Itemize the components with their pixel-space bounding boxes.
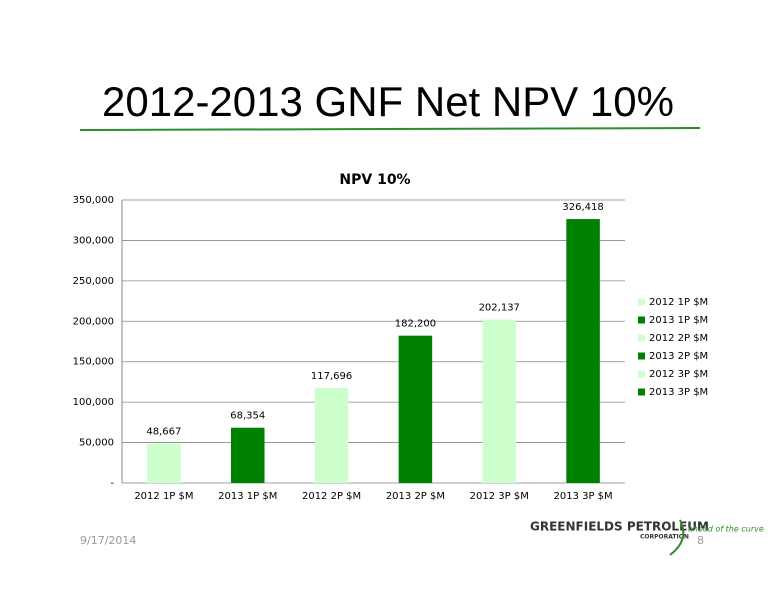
bar xyxy=(398,335,433,483)
y-tick-label: 300,000 xyxy=(73,235,114,246)
x-tick-label: 2013 3P $M xyxy=(553,491,612,502)
logo-tagline: ahead of the curve xyxy=(688,525,764,534)
y-tick-label: 350,000 xyxy=(73,195,114,206)
y-tick-label: 150,000 xyxy=(73,357,114,368)
legend-swatch xyxy=(638,316,645,324)
value-label: 182,200 xyxy=(395,319,436,330)
bar xyxy=(230,427,265,483)
legend-swatch xyxy=(638,370,645,378)
bar xyxy=(147,443,181,483)
x-tick-label: 2012 2P $M xyxy=(302,491,361,502)
value-label: 202,137 xyxy=(479,303,520,314)
value-label: 326,418 xyxy=(562,202,603,213)
y-tick-label: 200,000 xyxy=(73,316,114,327)
slide-title: 2012-2013 GNF Net NPV 10% xyxy=(102,78,674,125)
page-number: 8 xyxy=(697,534,704,547)
legend-swatch xyxy=(638,388,645,396)
y-tick-label: 100,000 xyxy=(73,397,114,408)
x-tick-label: 2012 1P $M xyxy=(134,491,193,502)
legend-label: 2013 1P $M xyxy=(649,315,708,326)
legend-swatch xyxy=(638,298,645,306)
date: 9/17/2014 xyxy=(80,534,136,547)
bar xyxy=(482,319,517,483)
logo-name: GREENFIELDS PETROLEUM xyxy=(530,520,709,534)
title-rule xyxy=(79,127,701,131)
legend-label: 2012 1P $M xyxy=(649,297,708,308)
legend-label: 2013 2P $M xyxy=(649,351,708,362)
value-label: 68,354 xyxy=(230,411,265,422)
legend-label: 2012 3P $M xyxy=(649,369,708,380)
logo-swoosh xyxy=(669,519,685,556)
x-tick-label: 2013 2P $M xyxy=(386,491,445,502)
y-tick-label: 250,000 xyxy=(73,276,114,287)
value-label: 48,667 xyxy=(146,427,181,438)
bar xyxy=(566,219,600,483)
legend-label: 2012 2P $M xyxy=(649,333,708,344)
value-label: 117,696 xyxy=(311,371,352,382)
bar xyxy=(314,387,349,483)
legend-swatch xyxy=(638,352,645,360)
legend-swatch xyxy=(638,334,645,342)
logo-sub: CORPORATION xyxy=(640,534,689,541)
x-tick-label: 2012 3P $M xyxy=(470,491,529,502)
legend-label: 2013 3P $M xyxy=(649,387,708,398)
y-tick-label: - xyxy=(110,478,114,489)
y-tick-label: 50,000 xyxy=(79,438,114,449)
chart-title: NPV 10% xyxy=(339,172,410,188)
x-tick-label: 2013 1P $M xyxy=(218,491,277,502)
